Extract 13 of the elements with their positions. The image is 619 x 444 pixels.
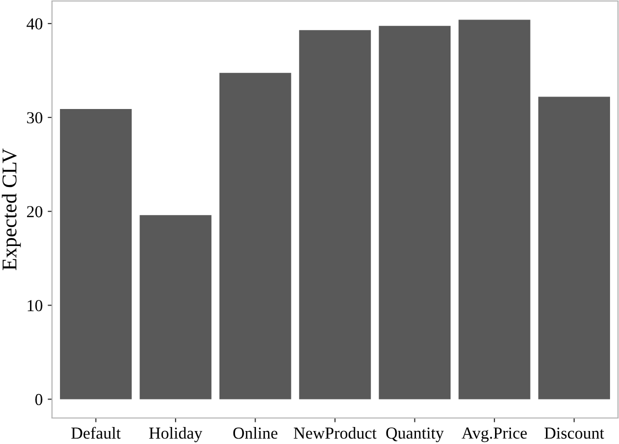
x-tick-label: Avg.Price [462, 428, 527, 442]
y-tick-label: 0 [35, 394, 42, 406]
y-tick-label: 20 [27, 206, 42, 218]
x-tick-label: Default [71, 426, 121, 439]
y-tick-label: 40 [26, 18, 42, 30]
x-tick-label: Discount [544, 428, 604, 439]
y-axis-title: Expected CLV [2, 148, 21, 270]
x-tick-label: Quantity [386, 428, 444, 442]
x-tick-label: Online [233, 427, 278, 439]
x-tick-label: NewProduct [294, 427, 377, 439]
y-tick-label: 30 [27, 112, 42, 124]
y-tick-label: 10 [28, 300, 42, 312]
x-tick-label: Holiday [149, 427, 202, 442]
